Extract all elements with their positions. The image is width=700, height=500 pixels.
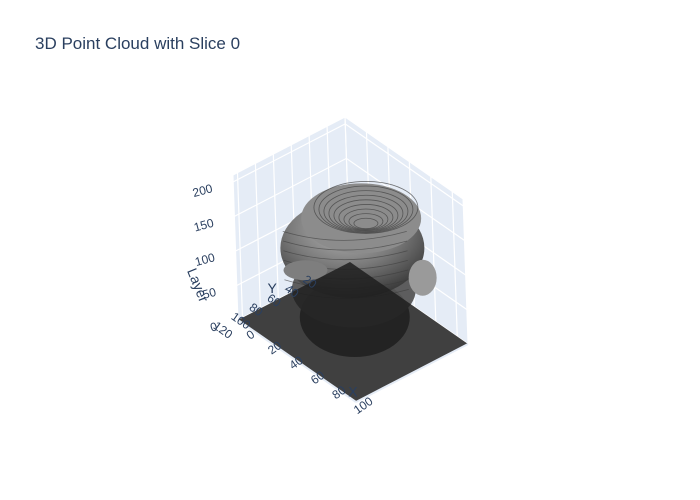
gridline-y	[254, 163, 261, 309]
gridline-y	[236, 172, 244, 318]
point-cloud-feature	[283, 260, 328, 281]
slice-plane	[238, 262, 468, 402]
z-tick-label: 50	[201, 285, 218, 302]
point-cloud-contour	[348, 213, 384, 230]
point-cloud-contour	[283, 250, 408, 261]
point-cloud-contour	[328, 194, 404, 233]
y-axis-line	[237, 319, 357, 403]
x-axis-line	[355, 343, 469, 403]
z-tick-label: 100	[193, 250, 216, 269]
chart-title: 3D Point Cloud with Slice 0	[35, 34, 241, 53]
point-cloud-contour	[338, 204, 394, 231]
z-tick-label: 0	[209, 319, 219, 334]
point-cloud-contour	[282, 240, 408, 251]
point-cloud-ear	[408, 259, 437, 296]
point-cloud-contour	[313, 181, 419, 234]
z-axis-title: Layer	[184, 266, 212, 305]
gridline-x	[451, 191, 458, 337]
z-tick-label: 150	[192, 216, 215, 235]
point-cloud-contour	[323, 190, 409, 233]
point-cloud-contour	[318, 185, 414, 234]
z-tick-label: 200	[191, 181, 214, 200]
gridline-x	[430, 176, 437, 322]
x-axis-title: X	[348, 384, 358, 400]
point-cloud-contour	[282, 230, 407, 241]
point-cloud-contour	[343, 208, 389, 231]
y-axis-title: Y	[268, 280, 278, 296]
point-cloud-contour	[333, 199, 399, 232]
gridline-y	[272, 154, 279, 300]
point-cloud-contour	[353, 217, 379, 230]
